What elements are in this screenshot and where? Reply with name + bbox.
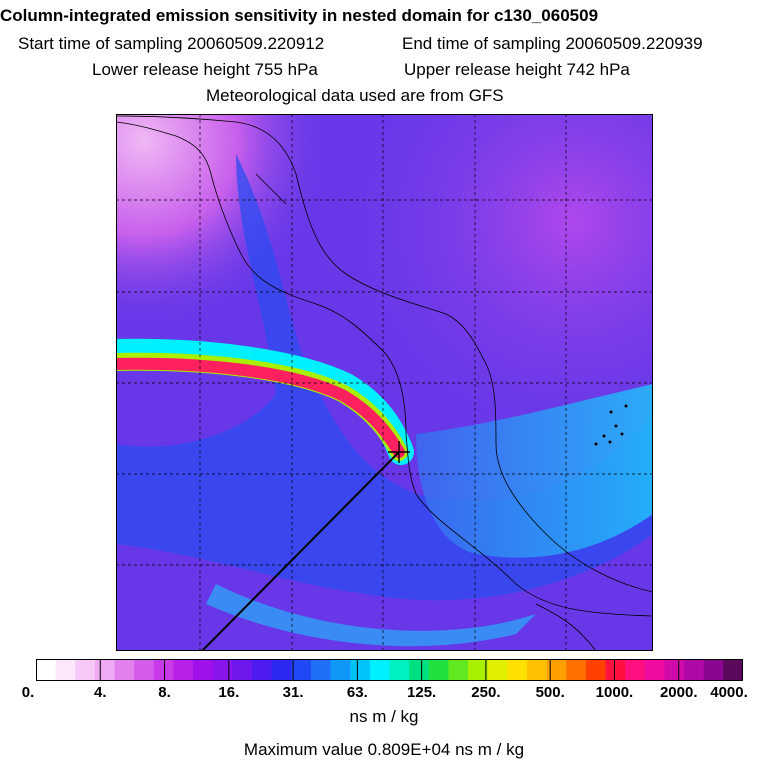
colorbar-swatch [55, 659, 76, 681]
colorbar-swatch [232, 659, 253, 681]
colorbar-tick-label: 250. [471, 684, 501, 701]
colorbar-swatch [723, 659, 743, 681]
colorbar-swatch [350, 659, 371, 681]
colorbar-tick-label: 16. [218, 684, 240, 701]
region-central-blue [116, 154, 653, 601]
colorbar-swatch [625, 659, 646, 681]
colorbar-swatch [585, 659, 607, 681]
colorbar [36, 659, 743, 681]
colorbar-swatch [566, 659, 587, 681]
colorbar-swatch [310, 659, 332, 681]
start-time-label: Start time of sampling 20060509.220912 [18, 34, 325, 53]
release-point-marker [388, 441, 410, 463]
colorbar-tick-label: 500. [535, 684, 565, 701]
islands [594, 404, 628, 446]
colorbar-tick-label: 1000. [595, 684, 634, 701]
max-value-label: Maximum value 0.809E+04 ns m / kg [243, 740, 525, 759]
colorbar-swatch [173, 659, 194, 681]
colorbar-swatch [664, 659, 685, 681]
colorbar-swatch [153, 659, 174, 681]
colorbar-swatch [546, 659, 567, 681]
colorbar-swatch [134, 659, 155, 681]
colorbar-swatch [36, 659, 57, 681]
upper-release-label: Upper release height 742 hPa [404, 60, 630, 79]
colorbar-swatch [389, 659, 410, 681]
map-title: Column-integrated emission sensitivity i… [0, 6, 599, 25]
colorbar-swatch [212, 659, 233, 681]
colorbar-swatch [448, 659, 469, 681]
coastlines [116, 115, 653, 651]
colorbar-swatch [75, 659, 96, 681]
colorbar-swatch [428, 659, 449, 681]
colorbar-swatch [193, 659, 214, 681]
colorbar-tick-label: 4000. [710, 684, 748, 701]
colorbar-tick-label: 31. [282, 684, 304, 701]
colorbar-swatch [468, 659, 489, 681]
region-south-blue-band [206, 584, 536, 647]
colorbar-swatch [252, 659, 273, 681]
end-time-label: End time of sampling 20060509.220939 [402, 34, 703, 53]
colorbar-tick-label: 63. [346, 684, 368, 701]
colorbar-tick-label: 2000. [659, 684, 698, 701]
colorbar-tick-label: 0. [21, 684, 35, 701]
map-frame [116, 114, 653, 651]
colorbar-tick-label: 125. [407, 684, 437, 701]
plume-core [116, 357, 405, 458]
colorbar-swatch [487, 659, 508, 681]
colorbar-swatch [526, 659, 548, 681]
met-data-label: Meteorological data used are from GFS [206, 86, 504, 105]
colorbar-swatch [684, 659, 705, 681]
colorbar-tick-label: 8. [158, 684, 171, 701]
colorbar-frame [36, 659, 743, 681]
colorbar-swatch [94, 659, 116, 681]
sensitivity-map [116, 114, 653, 651]
colorbar-swatch [114, 659, 135, 681]
colorbar-swatch [605, 659, 626, 681]
colorbar-swatch [291, 659, 312, 681]
flight-track [201, 451, 400, 651]
colorbar-swatch [703, 659, 724, 681]
colorbar-swatch [409, 659, 430, 681]
colorbar-swatch [507, 659, 528, 681]
colorbar-swatch [644, 659, 665, 681]
colorbar-tick-label: 4. [94, 684, 107, 701]
lower-release-label: Lower release height 755 hPa [92, 60, 318, 79]
colorbar-swatch [271, 659, 292, 681]
colorbar-swatch [330, 659, 351, 681]
colorbar-swatch [369, 659, 390, 681]
colorbar-units: ns m / kg [349, 707, 419, 726]
